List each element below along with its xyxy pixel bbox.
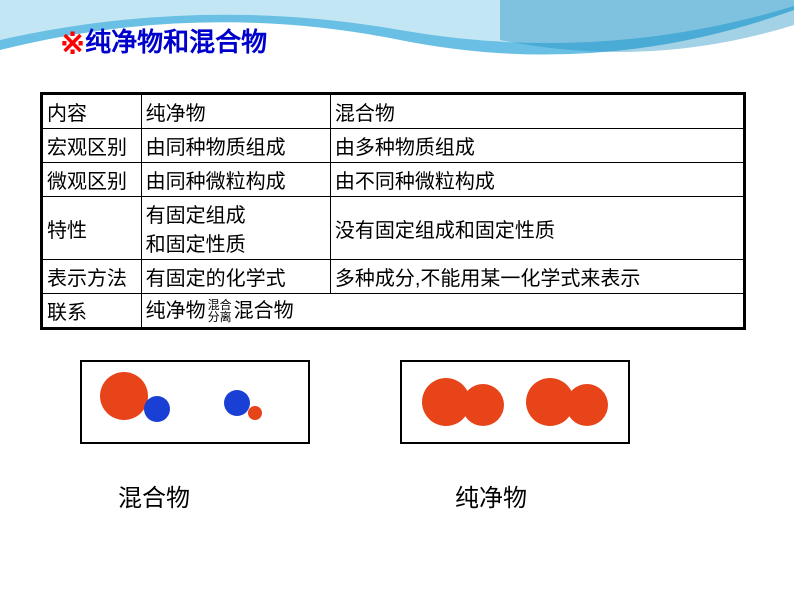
particle-circle	[224, 390, 250, 416]
link-top-label: 混合	[208, 299, 232, 311]
cell: 微观区别	[42, 163, 142, 197]
cell: 特性	[42, 197, 142, 260]
particle-circle	[462, 384, 504, 426]
table-row: 特性 有固定组成 和固定性质 没有固定组成和固定性质	[42, 197, 745, 260]
link-left: 纯净物	[146, 299, 206, 323]
mixture-diagram	[80, 360, 310, 444]
table-row: 表示方法 有固定的化学式 多种成分,不能用某一化学式来表示	[42, 260, 745, 294]
particle-circle	[100, 372, 148, 420]
cell: 由多种物质组成	[330, 129, 744, 163]
cell: 由同种物质组成	[141, 129, 330, 163]
comparison-table: 内容 纯净物 混合物 宏观区别 由同种物质组成 由多种物质组成 微观区别 由同种…	[40, 92, 746, 330]
particle-circle	[144, 396, 170, 422]
link-cell: 纯净物 混合 分离 混合物	[141, 294, 744, 329]
table-row: 内容 纯净物 混合物	[42, 94, 745, 129]
table-row: 宏观区别 由同种物质组成 由多种物质组成	[42, 129, 745, 163]
cell: 由同种微粒构成	[141, 163, 330, 197]
link-bot-label: 分离	[208, 311, 232, 323]
table-row: 微观区别 由同种微粒构成 由不同种微粒构成	[42, 163, 745, 197]
title-text: 纯净物和混合物	[85, 27, 267, 57]
cell: 有固定的化学式	[141, 260, 330, 294]
pure-diagram	[400, 360, 630, 444]
cell: 纯净物	[141, 94, 330, 129]
particle-circle	[248, 406, 262, 420]
cell: 表示方法	[42, 260, 142, 294]
cell: 内容	[42, 94, 142, 129]
particle-circle	[566, 384, 608, 426]
cell: 没有固定组成和固定性质	[330, 197, 744, 260]
link-right: 混合物	[234, 299, 294, 323]
cell: 混合物	[330, 94, 744, 129]
cell: 由不同种微粒构成	[330, 163, 744, 197]
cell: 多种成分,不能用某一化学式来表示	[330, 260, 744, 294]
page-title: ※纯净物和混合物	[60, 22, 267, 62]
title-star: ※	[60, 28, 85, 61]
cell: 有固定组成 和固定性质	[141, 197, 330, 260]
table-row: 联系 纯净物 混合 分离 混合物	[42, 294, 745, 329]
cell: 联系	[42, 294, 142, 329]
cell: 宏观区别	[42, 129, 142, 163]
mixture-label: 混合物	[118, 478, 190, 513]
pure-label: 纯净物	[455, 478, 527, 513]
